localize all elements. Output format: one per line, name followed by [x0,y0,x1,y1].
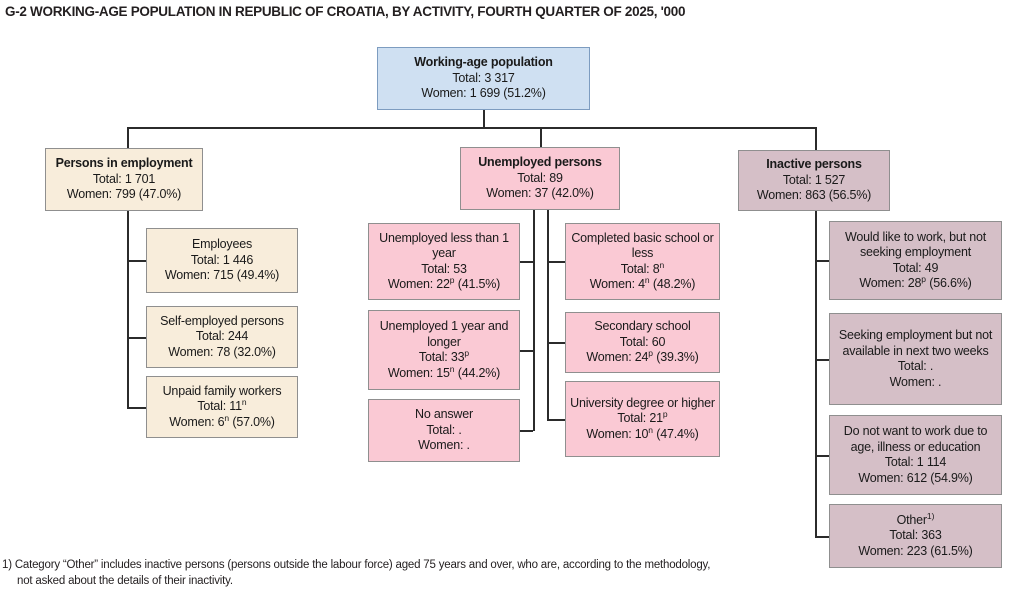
node-label: Unemployed 1 year and longer [379,319,509,349]
node-label: Persons in employment [55,156,193,171]
chart-title: G-2 WORKING-AGE POPULATION IN REPUBLIC O… [5,4,686,19]
node-women: Women: 799 (47.0%) [66,187,182,202]
node-unemployed-persons: Unemployed persons Total: 89 Women: 37 (… [460,147,620,210]
connector-stub-do-not-want [815,455,829,457]
node-women: Women: 863 (56.5%) [756,188,872,203]
node-total: Total: 21p [617,409,668,426]
node-total: Total: 11n [197,397,247,414]
node-label: Other1) [896,510,935,527]
connector-stub-1yr-longer [520,350,533,352]
node-label: Secondary school [594,319,691,334]
node-women: Women: 15n (44.2%) [387,363,501,380]
node-label: Unemployed persons [478,155,602,170]
connector-employment-drop [127,127,129,148]
footnote-line-2: not asked about the details of their ina… [17,575,233,587]
node-women: Women: 612 (54.9%) [858,470,973,485]
node-label: Working-age population [414,55,553,70]
connector-stub-basic-school [547,261,565,263]
connector-stub-other [815,536,829,538]
node-total: Total: . [897,359,934,373]
node-women: Women: 24p (39.3%) [586,348,699,365]
node-women: Women: 78 (32.0%) [168,344,276,359]
node-total: Total: 49 [892,260,939,275]
node-label: Do not want to work due to age, illness … [843,424,988,454]
connector-unemployed-left-spine [533,210,535,431]
node-do-not-want-to-work: Do not want to work due to age, illness … [829,415,1002,495]
connector-inactive-drop [815,127,817,150]
connector-unemployed-right-spine [547,210,549,420]
node-women: Women: 6n (57.0%) [169,412,275,429]
node-women: Women: . [418,438,470,453]
node-label: Completed basic school or less [571,230,714,261]
node-employees: Employees Total: 1 446 Women: 715 (49.4%… [146,228,298,293]
node-total: Total: 363 [889,528,942,543]
node-total: Total: 244 [195,329,249,344]
node-label: University degree or higher [570,395,715,410]
node-inactive-persons: Inactive persons Total: 1 527 Women: 863… [738,150,890,211]
footnote-line-1: 1) Category “Other” includes inactive pe… [2,559,711,571]
node-total: Total: 1 701 [92,171,156,186]
node-total: Total: 3 317 [452,70,515,85]
node-women: Women: 22p (41.5%) [387,275,501,291]
connector-stub-seeking [815,359,829,361]
connector-employment-spine [127,211,129,408]
node-unemployed-less-than-1-year: Unemployed less than 1 year Total: 53 Wo… [368,223,520,300]
node-women: Women: 4n (48.2%) [589,275,696,291]
node-women: Women: . [889,374,942,389]
node-women: Women: 28p (56.6%) [859,274,972,290]
node-would-like-to-work: Would like to work, but not seeking empl… [829,221,1002,300]
connector-stub-self-employed [127,337,146,339]
node-total: Total: 1 114 [884,455,947,469]
node-seeking-not-available: Seeking employment but not available in … [829,313,1002,405]
node-total: Total: 60 [619,334,666,349]
connector-stub-university [547,419,565,421]
node-other: Other1) Total: 363 Women: 223 (61.5%) [829,504,1002,568]
node-secondary-school: Secondary school Total: 60 Women: 24p (3… [565,312,720,373]
connector-stub-secondary [547,342,565,344]
node-women: Women: 223 (61.5%) [858,543,973,558]
node-self-employed-persons: Self-employed persons Total: 244 Women: … [146,306,298,368]
node-label: Employees [191,237,253,252]
node-total: Total: 89 [517,170,563,185]
node-label: Would like to work, but not seeking empl… [845,229,986,260]
node-total: Total: 1 527 [782,172,846,187]
connector-stub-employees [127,260,146,262]
node-label: Unpaid family workers [162,383,282,398]
connector-root-drop [483,110,485,127]
node-total: Total: . [426,422,462,437]
connector-inactive-spine [815,211,817,537]
node-women: Women: 10n (47.4%) [586,424,699,441]
connector-main-horizontal [127,127,816,129]
node-total: Total: 1 446 [190,252,254,267]
node-completed-basic-school-or-less: Completed basic school or less Total: 8n… [565,223,720,300]
node-unpaid-family-workers: Unpaid family workers Total: 11n Women: … [146,376,298,438]
node-label: No answer [415,407,473,422]
connector-stub-would-like [815,260,829,262]
connector-stub-unpaid [127,407,146,409]
node-working-age-population: Working-age population Total: 3 317 Wome… [377,47,590,110]
node-total: Total: 8n [620,259,665,276]
node-unemployed-1-year-and-longer: Unemployed 1 year and longer Total: 33p … [368,310,520,390]
connector-stub-less-1yr [520,261,533,263]
node-label: Seeking employment but not available in … [838,328,993,358]
node-total: Total: 33p [418,348,470,364]
node-label: Unemployed less than 1 year [379,230,509,261]
connector-stub-no-answer [520,430,533,432]
node-total: Total: 53 [421,261,467,276]
node-label: Self-employed persons [160,313,284,328]
connector-unemployed-drop [540,127,542,147]
node-no-answer: No answer Total: . Women: . [368,399,520,462]
node-persons-in-employment: Persons in employment Total: 1 701 Women… [45,148,203,211]
node-university-degree-or-higher: University degree or higher Total: 21p W… [565,381,720,457]
node-women: Women: 1 699 (51.2%) [421,86,546,101]
node-women: Women: 37 (42.0%) [486,186,594,201]
node-women: Women: 715 (49.4%) [164,268,280,283]
node-label: Inactive persons [766,157,862,172]
